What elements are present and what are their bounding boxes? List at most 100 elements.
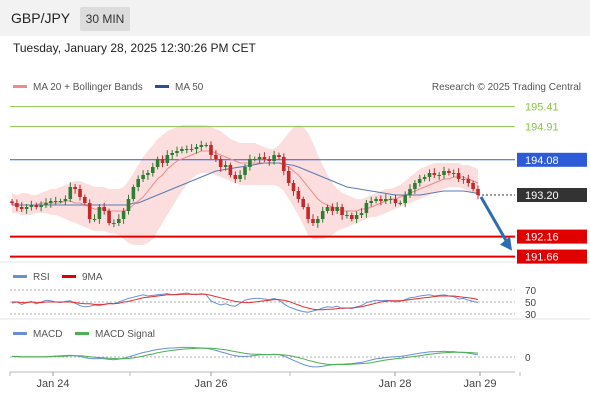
candle-body	[180, 149, 184, 151]
candle-body	[471, 183, 475, 189]
level-label-3: 193.20	[525, 190, 559, 202]
macd-tick-label: 0	[525, 353, 531, 364]
legend-rsi: RSI 9MA	[13, 272, 103, 283]
x-tick-label: Jan 28	[378, 378, 411, 390]
candle-body	[311, 219, 315, 223]
candle-body	[267, 159, 272, 161]
macd-signal-line	[12, 347, 479, 365]
candle-body	[379, 199, 383, 201]
candle-body	[388, 199, 393, 200]
pair-title: GBP/JPY	[11, 10, 71, 26]
candle-body	[252, 159, 257, 160]
candle-body	[335, 207, 339, 211]
level-label-0: 195.41	[525, 102, 559, 114]
candle-body	[10, 201, 14, 203]
price-levels	[10, 106, 515, 258]
timestamp: Tuesday, January 28, 2025 12:30:26 PM CE…	[13, 41, 256, 55]
candle-body	[170, 153, 174, 155]
candle-body	[359, 213, 364, 215]
candle-body	[155, 159, 160, 167]
legend-main: MA 20 + Bollinger Bands MA 50 Research ©…	[13, 82, 581, 93]
candle-body	[354, 215, 359, 219]
candle-body	[461, 179, 466, 180]
x-tick-label: Jan 24	[36, 378, 69, 390]
legend-macd-signal-label: MACD Signal	[95, 329, 155, 340]
rsi-ma-line	[12, 293, 479, 311]
level-label-4: 192.16	[525, 232, 559, 244]
candle-body	[417, 179, 422, 183]
candle-body	[374, 199, 378, 201]
candle-body	[262, 157, 267, 159]
forecast-arrow	[479, 196, 512, 251]
legend-macd: MACD MACD Signal	[13, 329, 155, 340]
candle-body	[442, 171, 446, 175]
candle-body	[403, 195, 407, 203]
candle-body	[68, 187, 73, 199]
candle-body	[63, 199, 68, 201]
candle-body	[117, 219, 121, 223]
candle-body	[350, 215, 354, 219]
macd-line	[11, 346, 479, 368]
candle-body	[209, 145, 213, 155]
forecast-arrow-head	[500, 236, 512, 251]
candle-body	[160, 159, 165, 163]
candle-body	[248, 159, 252, 167]
candle-body	[296, 191, 301, 199]
candle-body	[384, 199, 388, 201]
rsi-tick-label: 50	[525, 298, 537, 309]
candle-body	[432, 173, 437, 175]
legend-rsi-ma-label: 9MA	[82, 272, 103, 283]
candle-body	[413, 183, 417, 189]
candle-body	[121, 211, 126, 219]
candle-body	[316, 219, 320, 223]
x-tick-label: Jan 26	[194, 378, 227, 390]
rsi-tick-label: 70	[525, 286, 537, 297]
candle-body	[189, 149, 194, 150]
forecast-arrow-shaft	[479, 196, 511, 247]
legend-ma20-label: MA 20 + Bollinger Bands	[33, 82, 143, 93]
candle-body	[97, 207, 102, 219]
bollinger-bands	[12, 125, 478, 245]
candle-body	[112, 223, 116, 224]
candle-body	[87, 203, 92, 219]
candle-body	[301, 199, 305, 207]
candle-body	[340, 207, 344, 215]
candle-body	[204, 145, 208, 146]
candle-body	[422, 177, 427, 179]
candle-body	[92, 219, 97, 220]
candle-body	[19, 207, 24, 209]
candle-body	[282, 157, 286, 171]
candle-body	[369, 201, 373, 203]
candle-body	[199, 145, 204, 147]
candle-body	[320, 211, 325, 219]
candle-body	[146, 173, 150, 175]
candle-body	[257, 157, 262, 159]
candle-body	[466, 179, 471, 183]
x-tick-label: Jan 29	[463, 378, 496, 390]
candle-body	[126, 199, 131, 211]
candle-body	[291, 183, 296, 191]
level-tag-2	[517, 152, 587, 167]
candle-body	[272, 155, 276, 161]
candle-body	[364, 203, 369, 213]
candle-body	[194, 147, 199, 149]
candle-body	[73, 187, 77, 189]
candle-body	[15, 203, 19, 207]
candle-body	[107, 211, 111, 223]
level-tag-3	[517, 188, 587, 202]
candle-body	[476, 189, 480, 195]
candle-body	[58, 201, 63, 202]
candle-body	[228, 165, 233, 175]
candle-body	[39, 205, 43, 207]
candle-body	[175, 151, 179, 153]
level-label-2: 194.08	[525, 155, 559, 167]
timeframe-button[interactable]: 30 MIN	[80, 7, 130, 31]
legend-rsi-label: RSI	[33, 272, 50, 283]
candle-body	[214, 155, 218, 159]
candle-body	[437, 175, 441, 176]
header-bar: GBP/JPY 30 MIN	[0, 0, 590, 36]
candle-body	[398, 203, 403, 204]
candle-body	[238, 175, 242, 179]
candle-body	[44, 203, 48, 205]
